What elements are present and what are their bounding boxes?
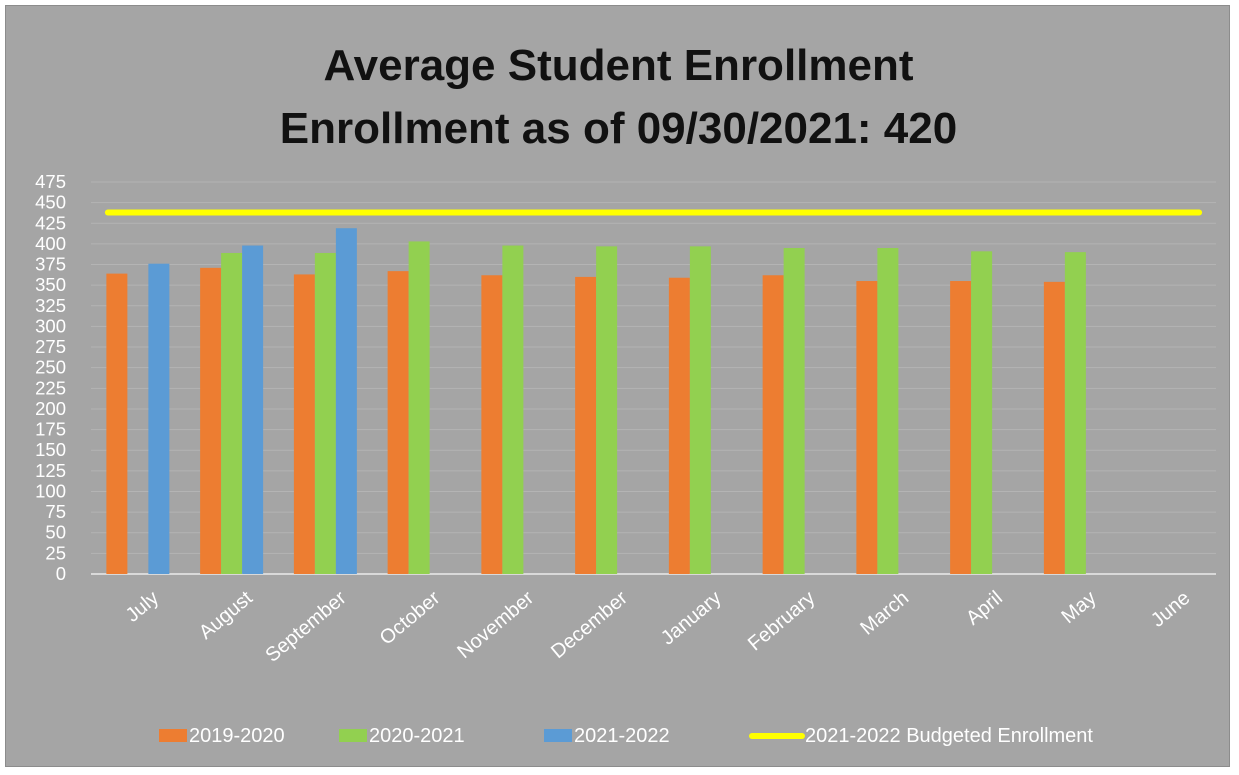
y-tick-label: 275 — [35, 336, 66, 357]
legend-label: 2021-2022 Budgeted Enrollment — [805, 725, 1093, 747]
bar-2020-2021 — [783, 248, 805, 574]
bar-2021-2022 — [335, 228, 357, 575]
bar-2019-2020 — [200, 267, 222, 574]
bar-2019-2020 — [950, 281, 972, 574]
x-tick-label: September — [261, 587, 350, 667]
bar-2019-2020 — [106, 273, 128, 574]
bar-2020-2021 — [502, 245, 524, 574]
y-tick-label: 375 — [35, 254, 66, 275]
bar-2019-2020 — [293, 274, 315, 574]
bar-2019-2020 — [856, 281, 878, 574]
x-tick-label: January — [657, 587, 726, 650]
legend-swatch — [544, 729, 572, 742]
y-tick-label: 100 — [35, 480, 66, 501]
y-tick-label: 150 — [35, 439, 66, 460]
y-tick-label: 425 — [35, 212, 66, 233]
chart-title: Average Student Enrollment — [323, 41, 914, 90]
bar-2021-2022 — [148, 263, 170, 574]
legend-swatch — [159, 729, 187, 742]
y-tick-label: 325 — [35, 295, 66, 316]
bar-2019-2020 — [1043, 281, 1065, 574]
y-tick-label: 125 — [35, 460, 66, 481]
bar-2020-2021 — [689, 246, 711, 574]
bar-2020-2021 — [314, 252, 336, 574]
y-tick-label: 50 — [45, 522, 66, 543]
y-tick-label: 300 — [35, 315, 66, 336]
chart-subtitle: Enrollment as of 09/30/2021: 420 — [279, 104, 958, 153]
y-tick-label: 25 — [45, 542, 66, 563]
bar-2019-2020 — [481, 275, 503, 574]
x-tick-label: October — [376, 587, 445, 650]
y-tick-label: 225 — [35, 377, 66, 398]
x-tick-label: April — [962, 587, 1007, 630]
bar-2020-2021 — [1064, 252, 1086, 574]
y-tick-label: 175 — [35, 419, 66, 440]
y-tick-label: 250 — [35, 357, 66, 378]
chart-plot: 0255075100125150175200225250275300325350… — [35, 171, 1216, 747]
bar-2019-2020 — [387, 271, 409, 574]
y-tick-label: 0 — [56, 563, 66, 584]
bar-2019-2020 — [762, 275, 784, 574]
x-tick-label: August — [195, 587, 257, 644]
bar-2021-2022 — [242, 245, 264, 574]
x-tick-label: July — [122, 587, 163, 627]
x-tick-label: February — [744, 587, 819, 655]
bar-2020-2021 — [408, 241, 430, 574]
x-tick-label: November — [453, 587, 538, 663]
x-tick-label: May — [1057, 587, 1100, 628]
x-tick-label: March — [856, 587, 913, 640]
bar-2020-2021 — [596, 246, 618, 574]
y-tick-label: 350 — [35, 274, 66, 295]
x-tick-label: June — [1147, 587, 1194, 632]
chart-frame: Average Student Enrollment Enrollment as… — [5, 5, 1230, 767]
y-tick-label: 450 — [35, 192, 66, 213]
legend-label: 2021-2022 — [574, 725, 670, 747]
legend-label: 2019-2020 — [189, 725, 285, 747]
y-tick-label: 475 — [35, 171, 66, 192]
legend-label: 2020-2021 — [369, 725, 465, 747]
y-tick-label: 400 — [35, 233, 66, 254]
x-tick-label: December — [547, 587, 632, 663]
bar-2020-2021 — [971, 251, 993, 575]
bar-2019-2020 — [575, 276, 597, 574]
y-tick-label: 75 — [45, 501, 66, 522]
bar-2020-2021 — [877, 248, 899, 574]
y-tick-label: 200 — [35, 398, 66, 419]
bar-2019-2020 — [668, 277, 690, 574]
legend-swatch — [339, 729, 367, 742]
bar-2020-2021 — [221, 252, 243, 574]
